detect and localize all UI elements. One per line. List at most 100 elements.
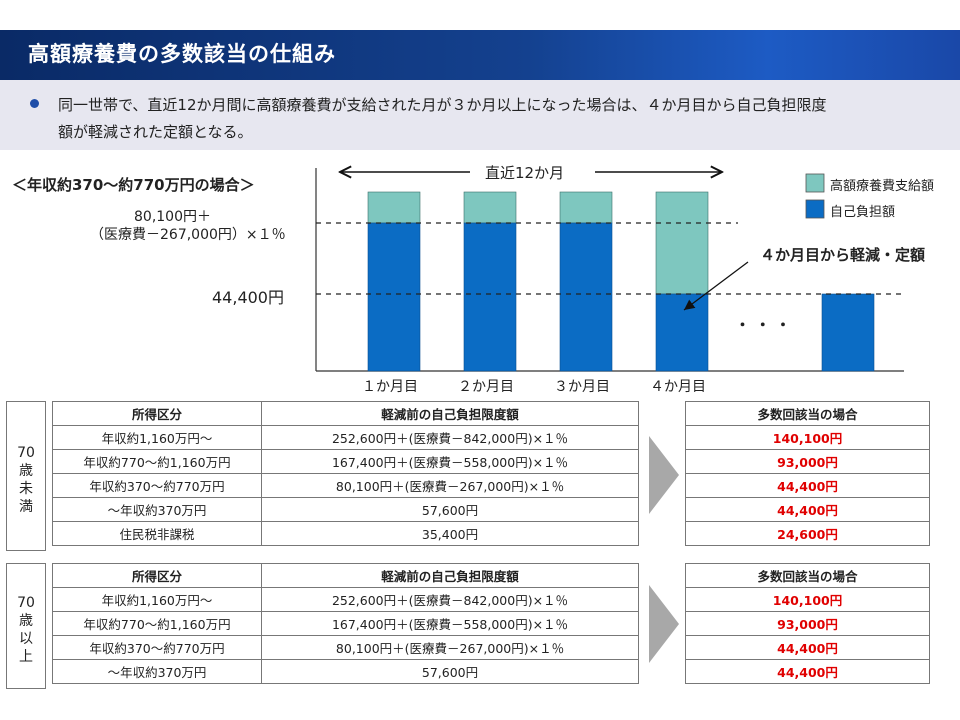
table-row: 年収約770～約1,160万円 167,400円＋(医療費－558,000円)×１… [52,449,639,474]
table-row: 140,100円 [685,425,930,450]
header-multiple: 多数回該当の場合 [685,563,930,588]
bar-self-pay-segment [559,222,613,372]
limit-cell: 35,400円 [261,521,639,546]
income-cell: ～年収約370万円 [52,497,262,522]
case-label: ＜年収約370～約770万円の場合＞ [12,176,255,194]
table-row: 93,000円 [685,611,930,636]
legend-label-benefit: 高額療養費支給額 [830,179,935,194]
table-header-row: 所得区分 軽減前の自己負担限度額 [52,563,639,588]
age-label-under70: 70 歳 未 満 [6,401,46,551]
limit-cell: 252,600円＋(医療費－842,000円)×１％ [261,587,639,612]
table-row: 24,600円 [685,521,930,546]
income-cell: 年収約370～約770万円 [52,473,262,498]
limit-table-over70: 所得区分 軽減前の自己負担限度額 年収約1,160万円～ 252,600円＋(医療… [52,563,639,684]
table-row: 140,100円 [685,587,930,612]
bar-self-pay-segment [655,293,709,372]
table-row: 93,000円 [685,449,930,474]
table-row: 年収約1,160万円～ 252,600円＋(医療費－842,000円)×１％ [52,587,639,612]
bar-self-pay-segment [367,222,421,372]
reduction-arrow [683,261,749,311]
age-label-char: 未 [19,481,33,497]
table-row: 年収約370～約770万円 80,100円＋(医療費－267,000円)×１％ [52,473,639,498]
limit-cell: 80,100円＋(医療費－267,000円)×１％ [261,635,639,660]
result-table-under70: 多数回該当の場合 140,100円 93,000円 44,400円 44,400… [685,401,930,546]
age-label-over70: 70 歳 以 上 [6,563,46,689]
income-cell: 年収約770～約1,160万円 [52,449,262,474]
formula-line-2: （医療費－267,000円）×１％ [90,227,286,243]
result-cell: 93,000円 [685,611,930,636]
table-row: 年収約1,160万円～ 252,600円＋(医療費－842,000円)×１％ [52,425,639,450]
month-label-2: ２か月目 [458,379,514,395]
table-row: 住民税非課税 35,400円 [52,521,639,546]
age-label-char: 以 [19,631,33,647]
limit-cell: 167,400円＋(医療費－558,000円)×１％ [261,449,639,474]
income-cell: ～年収約370万円 [52,659,262,684]
table-header-row: 所得区分 軽減前の自己負担限度額 [52,401,639,426]
result-cell: 44,400円 [685,497,930,522]
formula-line-1: 80,100円＋ [134,209,211,225]
legend-swatch-benefit [805,173,825,193]
header-limit-before: 軽減前の自己負担限度額 [261,401,639,426]
header-income-category: 所得区分 [52,563,262,588]
limit-cell: 80,100円＋(医療費－267,000円)×１％ [261,473,639,498]
age-label-char: 上 [19,649,33,665]
period-label: 直近12か月 [485,164,565,182]
table-header-row: 多数回該当の場合 [685,401,930,426]
table-row: 年収約370～約770万円 80,100円＋(医療費－267,000円)×１％ [52,635,639,660]
month-label-4: ４か月目 [650,379,706,395]
reduction-label: ４か月目から軽減・定額 [760,246,926,264]
bar-benefit-segment [655,191,709,295]
month-label-3: ３か月目 [554,379,610,395]
table-header-row: 多数回該当の場合 [685,563,930,588]
result-table-over70: 多数回該当の場合 140,100円 93,000円 44,400円 44,400… [685,563,930,684]
title-bar [0,30,960,80]
age-label-char: 歳 [19,613,33,629]
limit-cell: 57,600円 [261,497,639,522]
income-cell: 年収約370～約770万円 [52,635,262,660]
threshold-label: 44,400円 [212,288,284,307]
copay-diagram [315,0,904,372]
income-cell: 年収約1,160万円～ [52,425,262,450]
result-cell: 93,000円 [685,449,930,474]
header-income-category: 所得区分 [52,401,262,426]
right-arrow-icon [649,585,679,663]
limit-cell: 57,600円 [261,659,639,684]
legend-label-self-pay: 自己負担額 [830,205,896,220]
header-multiple: 多数回該当の場合 [685,401,930,426]
bars-group [367,191,875,372]
result-cell: 44,400円 [685,659,930,684]
legend-swatch-self-pay [805,199,825,219]
bar-benefit-segment [463,191,517,224]
bullet-icon [30,99,39,108]
age-label-char: 70 [17,445,35,461]
result-cell: 140,100円 [685,587,930,612]
bar-benefit-segment [367,191,421,224]
table-row: 44,400円 [685,635,930,660]
result-cell: 44,400円 [685,473,930,498]
page-title: 高額療養費の多数該当の仕組み [28,42,336,66]
table-row: 44,400円 [685,497,930,522]
intro-line-1: 同一世帯で、直近12か月間に高額療養費が支給された月が３か月以上になった場合は、… [58,96,827,114]
header-limit-before: 軽減前の自己負担限度額 [261,563,639,588]
bar-self-pay-segment [821,293,875,372]
intro-panel [0,80,960,150]
age-label-char: 歳 [19,463,33,479]
table-row: 44,400円 [685,659,930,684]
bar-self-pay-segment [463,222,517,372]
age-label-char: 満 [19,499,33,515]
age-label-char: 70 [17,595,35,611]
table-row: ～年収約370万円 57,600円 [52,659,639,684]
bar-benefit-segment [559,191,613,224]
ellipsis: ・ ・ ・ [735,316,791,334]
result-cell: 140,100円 [685,425,930,450]
result-cell: 24,600円 [685,521,930,546]
month-label-1: １か月目 [362,379,418,395]
income-cell: 年収約770～約1,160万円 [52,611,262,636]
income-cell: 住民税非課税 [52,521,262,546]
table-row: 年収約770～約1,160万円 167,400円＋(医療費－558,000円)×１… [52,611,639,636]
limit-table-under70: 所得区分 軽減前の自己負担限度額 年収約1,160万円～ 252,600円＋(医療… [52,401,639,546]
intro-line-2: 額が軽減された定額となる。 [58,123,253,141]
result-cell: 44,400円 [685,635,930,660]
table-row: ～年収約370万円 57,600円 [52,497,639,522]
table-row: 44,400円 [685,473,930,498]
